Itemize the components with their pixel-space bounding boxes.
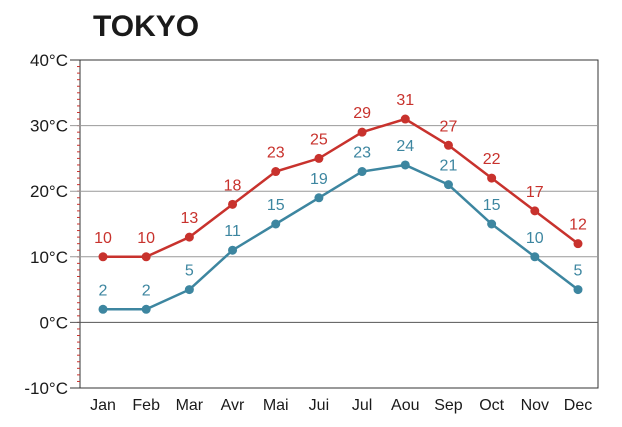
data-label: 10 [526,230,544,247]
data-point [98,304,108,314]
data-label: 10 [137,230,155,247]
data-point [98,252,108,262]
x-tick-label: Jui [309,397,329,414]
data-label: 29 [353,105,371,122]
data-label: 5 [574,263,583,280]
data-point [443,180,453,190]
series-0: 10 10 13 18 23 25 29 31 27 22 17 12 [94,92,587,262]
x-tick-label: Feb [132,397,160,414]
y-tick-label: 20°C [30,182,68,201]
data-point [573,239,583,249]
y-tick-label: 10°C [30,248,68,267]
data-label: 11 [224,223,241,240]
series-line [103,163,579,311]
data-label: 25 [310,131,328,148]
series-line [103,117,579,259]
x-tick-label: Aou [391,397,419,414]
data-point [228,199,238,209]
x-tick-label: Jul [352,397,372,414]
data-label: 12 [569,217,587,234]
x-axis-ticks: Jan Feb Mar Avr Mai Jui Jul Aou Sep Oct Nov Dec [90,397,592,414]
gridlines [70,59,598,389]
data-label: 23 [267,145,285,162]
x-tick-label: Oct [479,397,504,414]
data-point [443,140,453,150]
data-point [530,252,540,262]
data-label: 23 [353,145,371,162]
y-tick-label: 0°C [39,313,68,332]
data-point [314,193,324,203]
data-point [530,206,540,216]
y-tick-label: 30°C [30,117,68,136]
data-label: 17 [526,184,544,201]
x-tick-label: Dec [564,397,592,414]
x-tick-label: Jan [90,397,116,414]
data-point [141,252,151,262]
x-tick-label: Mai [263,397,289,414]
data-label: 24 [396,138,414,155]
x-tick-label: Sep [434,397,463,414]
y-tick-label: -10°C [24,379,68,398]
x-tick-label: Avr [221,397,245,414]
left-minor-ticks [77,59,80,389]
data-label: 2 [99,282,108,299]
y-tick-label: 40°C [30,51,68,70]
data-point [184,285,194,295]
plot-frame [79,59,599,389]
data-label: 15 [483,197,501,214]
data-label: 27 [440,118,458,135]
data-point [271,219,281,229]
data-label: 5 [185,263,194,280]
data-label: 18 [224,177,242,194]
data-point [357,127,367,137]
data-point [400,114,410,124]
data-label: 19 [310,171,328,188]
data-point [271,167,281,177]
data-label: 10 [94,230,112,247]
y-axis-ticks: -10°C 0°C 10°C 20°C 30°C 40°C [24,51,68,398]
data-point [184,232,194,242]
data-label: 15 [267,197,285,214]
x-tick-label: Mar [176,397,204,414]
data-point [228,245,238,255]
data-point [487,219,497,229]
data-label: 21 [440,158,458,175]
data-point [573,285,583,295]
data-point [487,173,497,183]
data-label: 22 [483,151,501,168]
chart-title: TOKYO [93,10,199,43]
data-point [400,160,410,170]
x-tick-label: Nov [521,397,549,414]
data-label: 2 [142,282,151,299]
data-point [141,304,151,314]
data-point [314,153,324,163]
data-point [357,167,367,177]
data-label: 13 [180,210,198,227]
data-label: 31 [396,92,414,109]
